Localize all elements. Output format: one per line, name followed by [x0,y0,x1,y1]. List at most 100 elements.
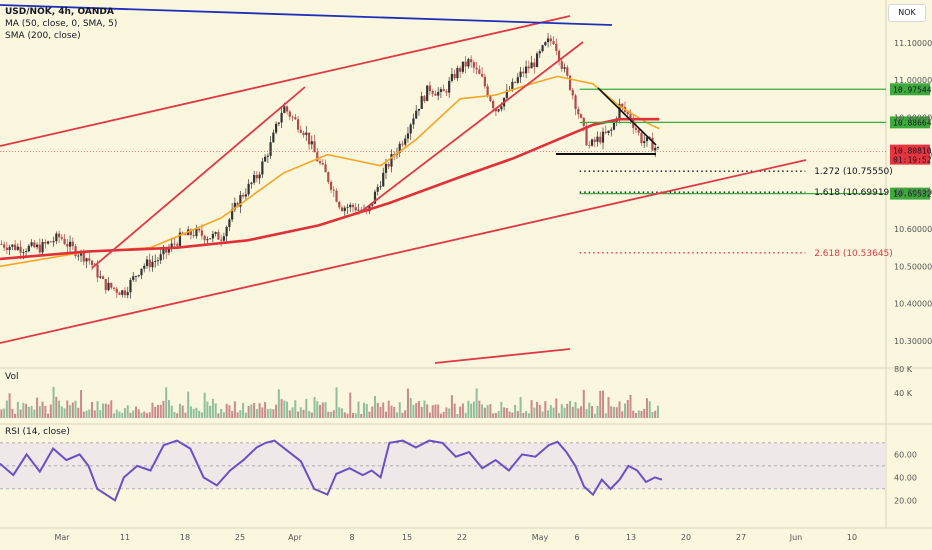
sma200-line [0,117,660,261]
fib-label: 2.618 (10.53645) [814,249,893,259]
candle-body [415,110,418,119]
volume-bar [514,405,517,418]
grid [0,0,932,529]
volume-bar [143,411,146,418]
time-tick-label: 11 [120,533,130,542]
candle-body [393,154,396,155]
volume-bar [38,406,41,418]
time-tick-label: Mar [54,533,70,542]
candle-body [530,62,533,69]
candle-body [574,95,577,109]
volume-bar [489,404,492,418]
candle-body [513,81,517,83]
level-tag-label: 10.97544 [893,85,932,94]
volume-bar [626,400,629,418]
volume-bar [195,407,198,418]
volume-bar [472,401,475,418]
volume-bar [308,411,311,418]
candle-body [437,91,440,96]
volume-bar [368,411,371,418]
volume-legend[interactable]: Vol [5,372,19,382]
trendline [357,41,584,215]
time-tick-label: 27 [736,533,746,542]
time-tick-label: 8 [349,533,354,542]
candle-body [634,127,638,130]
candle-body [423,96,426,102]
candle-body [291,116,294,118]
candle-body [242,195,245,197]
price-tick-label: 10.30000 [894,337,932,346]
volume-bar [91,402,94,418]
volume-bar [96,401,99,418]
volume-bar [439,413,442,418]
candle-body [296,119,300,130]
candle-body [612,121,616,130]
volume-bar [102,403,105,418]
volume-bar [519,397,522,418]
time-tick-label: May [532,533,549,542]
volume-bar [250,404,253,418]
price-axis[interactable]: 10.97544 10.88664 10.69532 11.10000 11.00000… [890,39,932,506]
volume-bar [327,411,330,418]
price-tick-label: 10.90000 [894,113,932,122]
price-tick-label: 10.60000 [894,225,932,234]
volume-bar [602,390,605,418]
candle-body [134,276,138,277]
candle-body [189,229,193,236]
sma200-legend[interactable]: SMA (200, close) [5,31,81,41]
rsi-legend[interactable]: RSI (14, close) [5,427,70,437]
candle-body [549,38,552,42]
volume-bar [233,401,236,418]
volume-bar [192,408,195,418]
volume-bar [159,404,162,418]
candle-body [579,114,583,118]
volume-bar [107,404,110,418]
candle-body [371,203,374,206]
volume-bar [228,405,231,418]
volume-bar [203,392,206,418]
price-tick-label: 10.70000 [894,188,932,197]
symbol-badge[interactable]: NOK [888,4,926,22]
volume-bar [571,406,574,418]
volume-bar [118,411,121,418]
candle-body [79,251,83,256]
candle-body [332,189,335,191]
last-price-value: 10.80810 [893,147,932,156]
volume-bar [401,412,404,418]
volume-bar [475,388,478,418]
trendline [0,15,571,147]
candle-body [222,236,225,241]
candle-body [568,75,572,90]
rsi-tick-label: 60.00 [894,450,917,459]
candle-body [577,108,580,115]
candle-body [8,246,11,251]
volume-bar [395,412,398,418]
volume-bar [434,404,437,418]
ma50-legend[interactable]: MA (50, close, 0, SMA, 5) [5,19,118,29]
candle-body [192,235,195,237]
volume-bar [623,403,626,418]
candle-body [143,265,146,269]
candle-body [360,209,363,211]
candle-body [225,226,228,237]
candle-body [340,207,344,212]
candle-body [239,195,242,207]
volume-bar [288,410,291,418]
candle-body [412,118,415,125]
candle-body [470,59,473,63]
candle-body [195,228,198,237]
candle-body [231,209,234,220]
volume-bar [656,405,659,418]
candle-body [571,89,574,96]
time-axis[interactable]: Mar 11 18 25 Apr 8 15 22 May 6 13 20 27 Jun 10 [54,533,857,542]
level-tag [890,187,930,200]
candle-body [497,109,500,112]
volume-bar [541,411,544,418]
volume-bar [338,407,341,418]
volume-bar [225,403,228,418]
rsi-tick-label: 20.00 [894,496,917,505]
volume-bar [354,413,357,418]
rsi-line-path [0,439,663,502]
volume-bar [217,413,220,418]
